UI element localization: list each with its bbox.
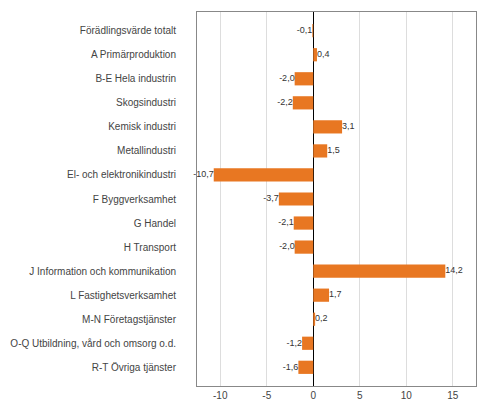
svg-text:-10,7: -10,7 <box>193 169 214 179</box>
svg-text:El- och elektronikindustri: El- och elektronikindustri <box>67 169 176 180</box>
svg-text:0,2: 0,2 <box>315 313 328 323</box>
svg-text:Metallindustri: Metallindustri <box>117 145 176 156</box>
svg-text:Förädlingsvärde totalt: Förädlingsvärde totalt <box>80 25 176 36</box>
svg-text:R-T Övriga tjänster: R-T Övriga tjänster <box>92 362 177 373</box>
svg-text:-2,0: -2,0 <box>279 73 295 83</box>
svg-text:-1,2: -1,2 <box>287 338 303 348</box>
svg-text:0,4: 0,4 <box>317 49 330 59</box>
svg-text:5: 5 <box>357 390 363 401</box>
svg-text:B-E Hela industrin: B-E Hela industrin <box>95 73 176 84</box>
svg-text:-0,1: -0,1 <box>297 25 313 35</box>
svg-text:J Information och kommunikatio: J Information och kommunikation <box>29 266 176 277</box>
svg-text:-5: -5 <box>262 390 271 401</box>
svg-text:-10: -10 <box>213 390 228 401</box>
svg-text:O-Q Utbildning, vård och omsor: O-Q Utbildning, vård och omsorg o.d. <box>10 338 176 349</box>
svg-text:L Fastighetsverksamhet: L Fastighetsverksamhet <box>70 290 176 301</box>
svg-text:1,5: 1,5 <box>327 145 340 155</box>
svg-text:-2,2: -2,2 <box>277 97 293 107</box>
svg-text:15: 15 <box>447 390 459 401</box>
svg-text:G Handel: G Handel <box>134 218 176 229</box>
svg-text:-1,6: -1,6 <box>283 362 299 372</box>
svg-text:F Byggverksamhet: F Byggverksamhet <box>93 194 177 205</box>
svg-text:1,7: 1,7 <box>329 289 342 299</box>
svg-text:Kemisk industri: Kemisk industri <box>108 121 176 132</box>
svg-text:M-N Företagstjänster: M-N Företagstjänster <box>82 314 177 325</box>
svg-text:10: 10 <box>401 390 413 401</box>
svg-text:-2,0: -2,0 <box>279 241 295 251</box>
svg-text:Skogsindustri: Skogsindustri <box>116 97 176 108</box>
svg-text:3,1: 3,1 <box>342 121 355 131</box>
svg-text:H Transport: H Transport <box>124 242 176 253</box>
svg-text:14,2: 14,2 <box>445 265 463 275</box>
svg-text:0: 0 <box>310 390 316 401</box>
svg-text:-2,1: -2,1 <box>278 217 294 227</box>
svg-text:-3,7: -3,7 <box>263 193 279 203</box>
svg-text:A Primärproduktion: A Primärproduktion <box>91 49 176 60</box>
